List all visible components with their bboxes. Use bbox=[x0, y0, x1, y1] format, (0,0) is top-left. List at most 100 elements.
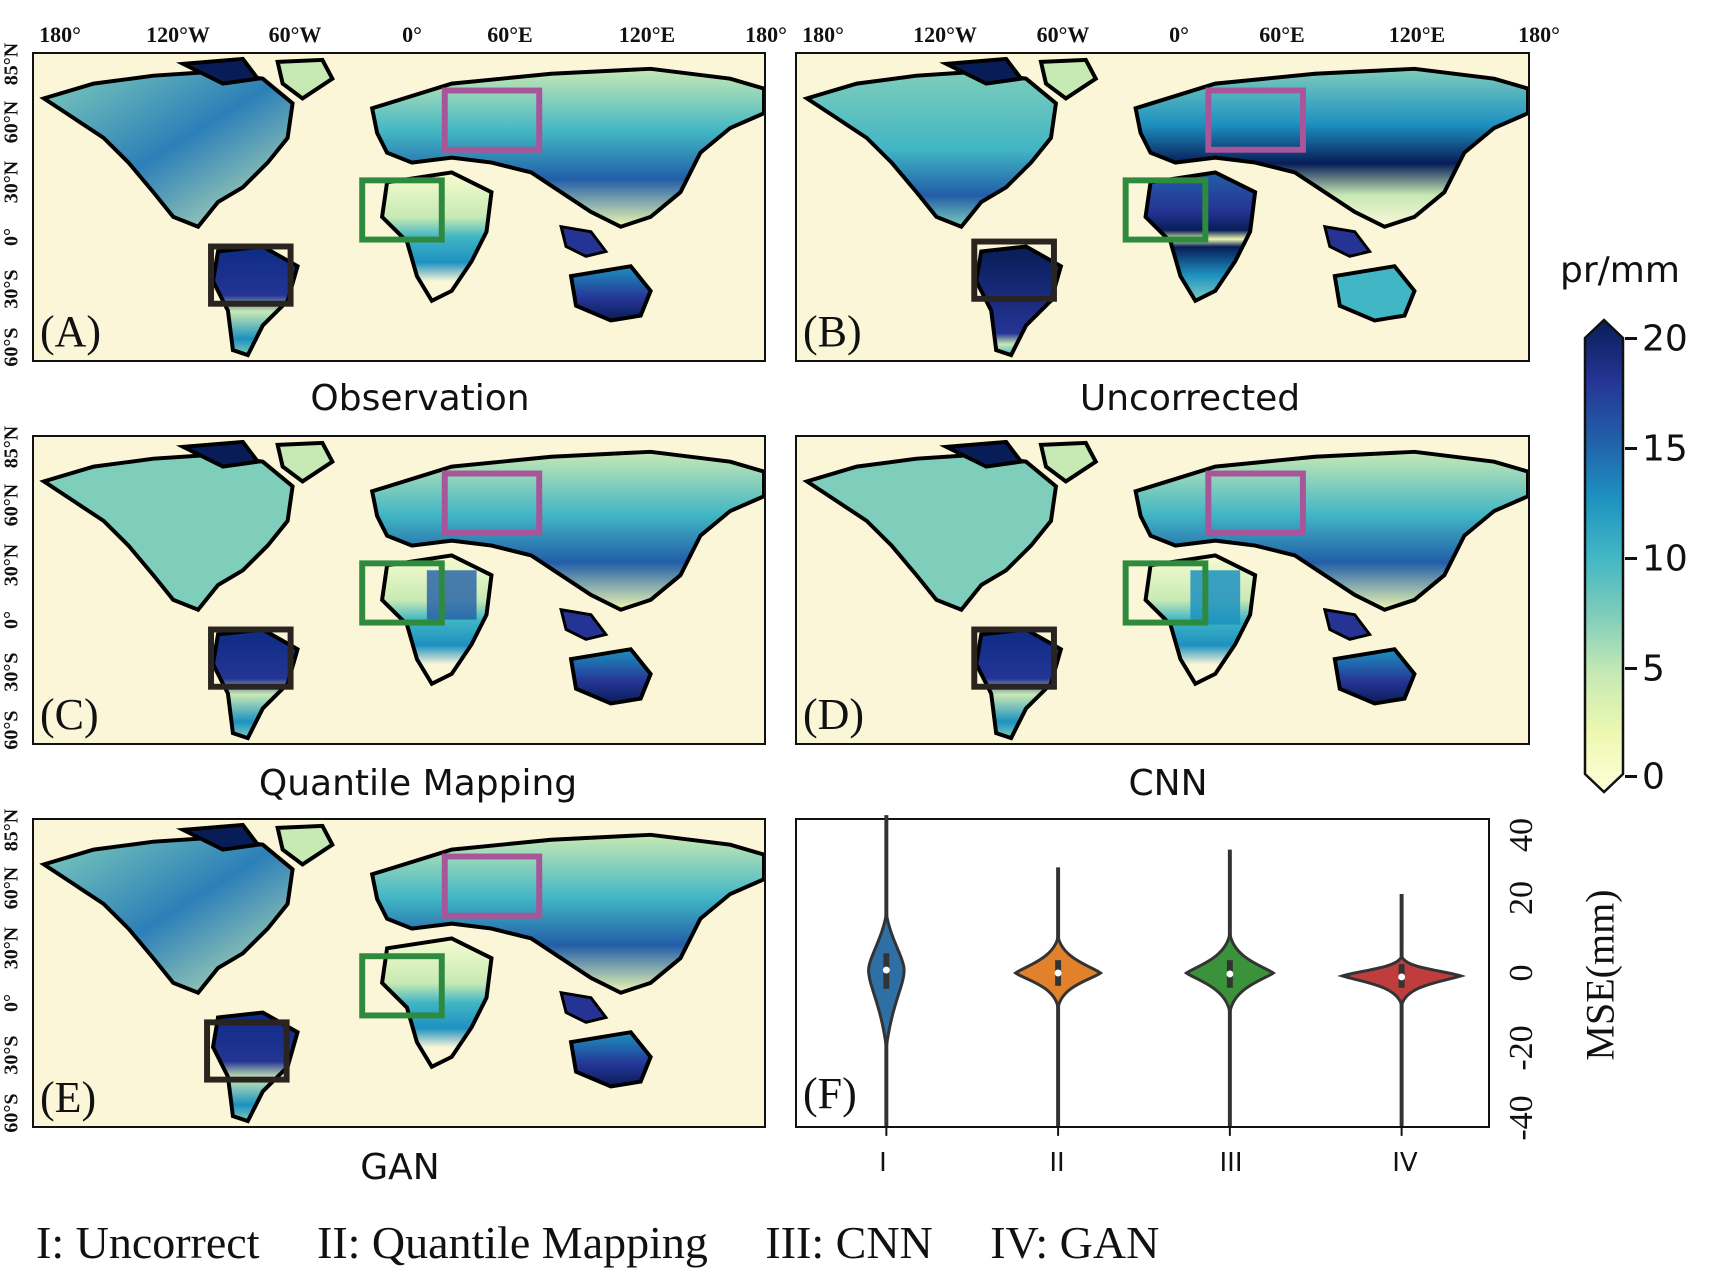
south-america-box bbox=[971, 238, 1057, 302]
lon-label: 60°W bbox=[268, 22, 322, 47]
legend-item: IV: GAN bbox=[990, 1217, 1160, 1268]
map-panel-observation: (A) bbox=[32, 52, 766, 362]
lat-label: 85°N bbox=[0, 425, 23, 469]
violin-gan bbox=[1337, 894, 1466, 1126]
south-america-box bbox=[208, 243, 294, 307]
lon-label: 120°E bbox=[1388, 22, 1446, 47]
lat-label: 60°N bbox=[0, 483, 23, 527]
lat-label: 0° bbox=[0, 228, 23, 246]
legend-item: II: Quantile Mapping bbox=[317, 1217, 708, 1268]
colorbar-tick: 20 bbox=[1642, 318, 1688, 360]
violin-uncorrect bbox=[867, 815, 906, 1126]
lon-label: 60°E bbox=[487, 22, 533, 47]
panel-letter: (B) bbox=[803, 307, 862, 356]
lat-label: 85°N bbox=[0, 42, 23, 86]
lat-label: 60°S bbox=[0, 710, 23, 750]
panel-title-observation: Observation bbox=[310, 378, 530, 419]
central-asia-box bbox=[441, 853, 543, 919]
south-america-box bbox=[971, 626, 1057, 690]
violin-ytick: 40 bbox=[1503, 818, 1540, 852]
central-asia-box bbox=[441, 470, 543, 536]
lat-label: 30°N bbox=[0, 926, 23, 970]
violin-plot bbox=[867, 815, 1466, 1136]
lat-label: 60°N bbox=[0, 100, 23, 144]
lon-label: 180° bbox=[1518, 22, 1560, 47]
map-panel-uncorrected: (B) bbox=[795, 52, 1530, 362]
lon-axis-top-right: 180° 120°W 60°W 0° 60°E 120°E 180° bbox=[795, 22, 1560, 48]
lat-axis-row2: 60°S 30°S 0° 30°N 60°N 85°N bbox=[0, 426, 26, 750]
central-asia-box bbox=[1205, 87, 1306, 153]
violin-panel-mse: (F) bbox=[795, 815, 1490, 1136]
lat-label: 60°S bbox=[0, 1093, 23, 1133]
central-asia-box bbox=[441, 87, 543, 153]
central-africa-box bbox=[359, 560, 445, 626]
central-asia-box bbox=[1205, 470, 1306, 536]
violin-quantile-mapping bbox=[1013, 867, 1104, 1126]
lon-label: 60°W bbox=[1036, 22, 1090, 47]
map-panel-cnn: (D) bbox=[795, 435, 1530, 745]
lat-label: 30°S bbox=[0, 269, 23, 309]
lat-axis-row1: 60°S 30°S 0° 30°N 60°N 85°N bbox=[0, 43, 26, 367]
world-map bbox=[802, 56, 1528, 358]
lon-label: 0° bbox=[1169, 22, 1189, 47]
lon-label: 120°W bbox=[146, 22, 210, 47]
violin-category-label: II bbox=[1049, 1148, 1065, 1178]
south-america-box bbox=[204, 1019, 290, 1083]
panel-title-uncorrected: Uncorrected bbox=[1079, 378, 1301, 419]
panel-title-quantile-mapping: Quantile Mapping bbox=[258, 763, 578, 804]
map-panel-quantile-mapping: (C) bbox=[32, 435, 766, 745]
panel-letter: (C) bbox=[40, 690, 99, 739]
colorbar bbox=[1583, 318, 1625, 794]
lon-label: 180° bbox=[39, 22, 81, 47]
lon-axis-top-left: 180° 120°W 60°W 0° 60°E 120°E 180° bbox=[32, 22, 787, 48]
violin-ylabel: MSE(mm) bbox=[1577, 889, 1623, 1061]
lon-label: 120°E bbox=[618, 22, 676, 47]
colorbar-tick: 5 bbox=[1642, 648, 1665, 690]
lat-axis-row3: 60°S 30°S 0° 30°N 60°N 85°N bbox=[0, 809, 26, 1133]
world-map bbox=[39, 822, 764, 1124]
colorbar-tick: 0 bbox=[1642, 756, 1665, 798]
violin-cnn bbox=[1183, 849, 1276, 1126]
lon-label: 180° bbox=[745, 22, 787, 47]
violin-ytick: -20 bbox=[1503, 1025, 1540, 1071]
world-map bbox=[802, 439, 1528, 741]
central-africa-box bbox=[1122, 560, 1209, 626]
lat-label: 60°N bbox=[0, 866, 23, 910]
lat-label: 30°S bbox=[0, 652, 23, 692]
lat-label: 0° bbox=[0, 994, 23, 1012]
violin-ytick: 20 bbox=[1503, 881, 1540, 915]
south-america-box bbox=[208, 626, 294, 690]
lon-label: 120°W bbox=[913, 22, 977, 47]
colorbar-tick: 15 bbox=[1642, 428, 1688, 470]
legend-item: III: CNN bbox=[765, 1217, 933, 1268]
lon-label: 180° bbox=[802, 22, 844, 47]
colorbar-tick: 10 bbox=[1642, 538, 1688, 580]
lat-label: 0° bbox=[0, 611, 23, 629]
lat-label: 85°N bbox=[0, 808, 23, 852]
violin-category-label: IV bbox=[1392, 1148, 1418, 1178]
panel-letter: (A) bbox=[40, 307, 102, 356]
lon-label: 60°E bbox=[1259, 22, 1305, 47]
panel-title-gan: GAN bbox=[360, 1147, 440, 1188]
map-panel-gan: (E) bbox=[32, 818, 766, 1128]
violin-ytick: -40 bbox=[1503, 1095, 1540, 1141]
panel-letter: (D) bbox=[803, 690, 865, 739]
panel-letter: (F) bbox=[803, 1069, 857, 1118]
world-map bbox=[39, 56, 764, 358]
world-map bbox=[39, 439, 764, 741]
violin-category-label: III bbox=[1219, 1148, 1243, 1178]
lat-label: 30°N bbox=[0, 160, 23, 204]
colorbar-label: pr/mm bbox=[1560, 250, 1680, 291]
central-africa-box bbox=[1122, 177, 1209, 243]
lat-label: 30°N bbox=[0, 543, 23, 587]
legend-item: I: Uncorrect bbox=[36, 1217, 260, 1268]
violin-ytick: 0 bbox=[1503, 964, 1540, 982]
category-legend: I: Uncorrect II: Quantile Mapping III: C… bbox=[36, 1216, 1205, 1269]
lon-label: 0° bbox=[402, 22, 422, 47]
violin-category-label: I bbox=[879, 1148, 887, 1178]
panel-title-cnn: CNN bbox=[1128, 763, 1208, 804]
panel-letter: (E) bbox=[40, 1073, 97, 1122]
lat-label: 60°S bbox=[0, 327, 23, 367]
central-africa-box bbox=[359, 177, 445, 243]
lat-label: 30°S bbox=[0, 1035, 23, 1075]
